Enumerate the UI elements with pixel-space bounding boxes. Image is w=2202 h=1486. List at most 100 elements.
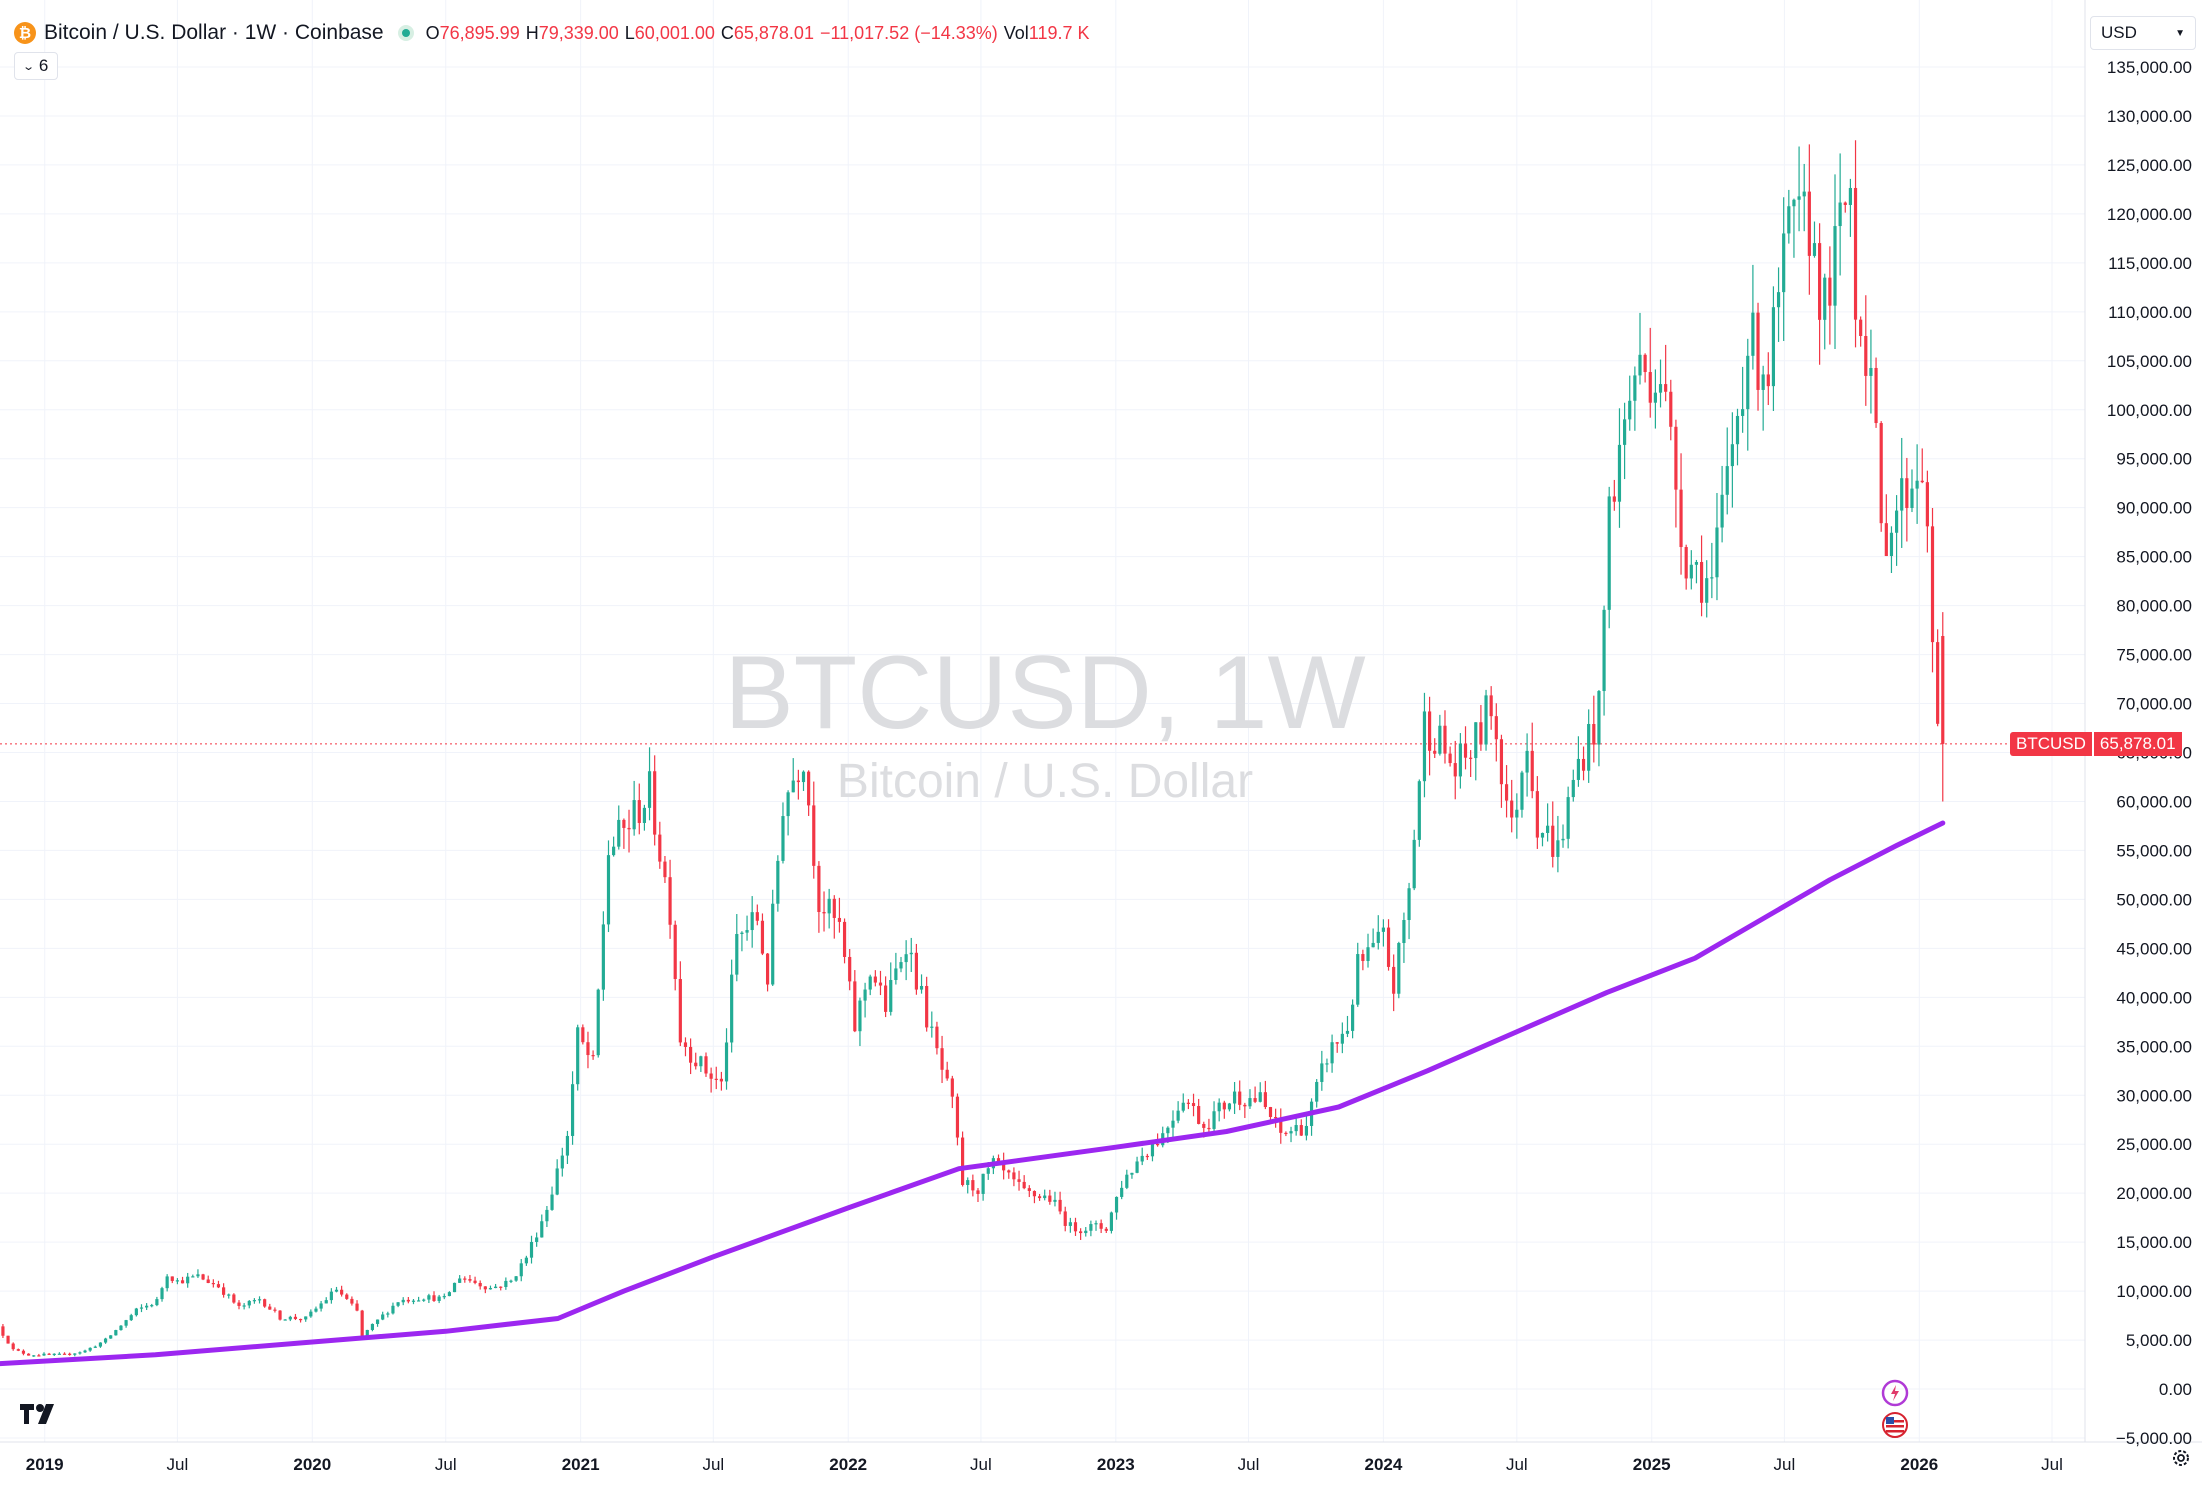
symbol-title[interactable]: Bitcoin / U.S. Dollar · 1W · Coinbase [44,21,384,44]
candle-body [499,1286,503,1288]
candle [340,1285,344,1297]
candle-body [1638,354,1642,376]
candle [1191,1093,1196,1117]
candle-body [1202,1123,1206,1128]
candle-body [740,932,744,935]
candle-body [1043,1195,1047,1199]
candle [406,1296,410,1304]
candle [884,976,888,1018]
candle-body [483,1286,487,1290]
market-status-icon[interactable] [397,25,414,41]
candle-body [1889,532,1894,557]
candle-body [755,912,759,921]
currency-select[interactable]: USD ▼ [2090,16,2196,50]
candle-body [16,1349,20,1351]
candle [535,1232,539,1247]
candle-body [283,1319,287,1321]
candle [1699,535,1704,617]
candle-body [714,1078,718,1080]
candle [565,1130,570,1165]
candle [1494,703,1498,762]
candle [776,855,780,912]
candle-body [724,1042,729,1082]
candle-body [889,979,893,1012]
candle-body [422,1299,426,1301]
candle [1248,1089,1252,1109]
indicators-toggle-button[interactable]: ⌄ 6 [14,52,58,80]
candle [1520,770,1524,818]
candle [1884,494,1888,557]
candle-body [1279,1118,1283,1133]
candle-body [191,1276,195,1278]
candle [160,1286,164,1302]
ai-sparkle-icon[interactable] [1880,1378,1910,1408]
candle-body [1053,1199,1057,1202]
candle-body [570,1084,575,1136]
candle [1002,1152,1006,1180]
candle-body [904,954,908,963]
candle-body [673,924,677,980]
candle [1053,1191,1057,1207]
candle-body [355,1303,359,1311]
candle [437,1294,441,1304]
candle-body [1289,1131,1293,1134]
candle-body [627,827,631,830]
candle-body [1694,561,1699,565]
candle-body [381,1314,385,1320]
candle-body [504,1280,508,1287]
candle [273,1307,277,1313]
gear-icon[interactable] [2170,1447,2192,1469]
candle [868,974,872,996]
candle [1761,365,1765,431]
candle [1366,933,1370,968]
candle [1823,273,1827,350]
candle [1874,357,1878,428]
candle-body [334,1289,339,1292]
candle-body [165,1276,169,1289]
candle-body [791,780,795,793]
candle-body [1284,1132,1288,1135]
candle [1679,453,1683,575]
candle-body [1017,1179,1021,1182]
candle-body [1900,478,1904,511]
candle-body [863,989,867,1001]
price-tick-label: 70,000.00 [2116,695,2192,714]
candle-body [1058,1199,1062,1212]
candle-body [1392,966,1396,994]
candle-body [1756,312,1760,390]
candle [842,918,847,964]
candle-body [103,1338,108,1343]
candle-body [832,898,836,918]
candle-body [781,816,785,861]
candle [576,1024,580,1091]
candle-body [324,1300,328,1304]
candle-body [555,1168,559,1195]
price-tick-label: 50,000.00 [2116,890,2192,909]
candle-body [1853,187,1858,320]
candle-body [401,1299,405,1303]
candle [1797,146,1801,232]
candle [52,1353,56,1356]
candle [237,1300,241,1310]
candle [642,804,647,831]
candle [134,1307,138,1317]
candle-body [909,952,913,955]
candle [1669,379,1673,441]
candle-body [340,1289,344,1295]
candle-body [93,1346,97,1348]
candle [745,915,749,941]
candle-body [540,1221,544,1238]
candle-body [1371,942,1375,948]
candle-body [1623,419,1627,445]
candle [350,1296,354,1306]
candle [27,1353,31,1356]
candle-body [1351,1004,1355,1031]
candle-body [1156,1143,1160,1146]
candle-body [375,1319,380,1324]
candle-body [1679,489,1683,548]
candle [540,1214,544,1238]
tradingview-logo-icon[interactable] [18,1402,62,1426]
us-flag-icon[interactable] [1880,1410,1910,1440]
candle-body [180,1280,185,1284]
